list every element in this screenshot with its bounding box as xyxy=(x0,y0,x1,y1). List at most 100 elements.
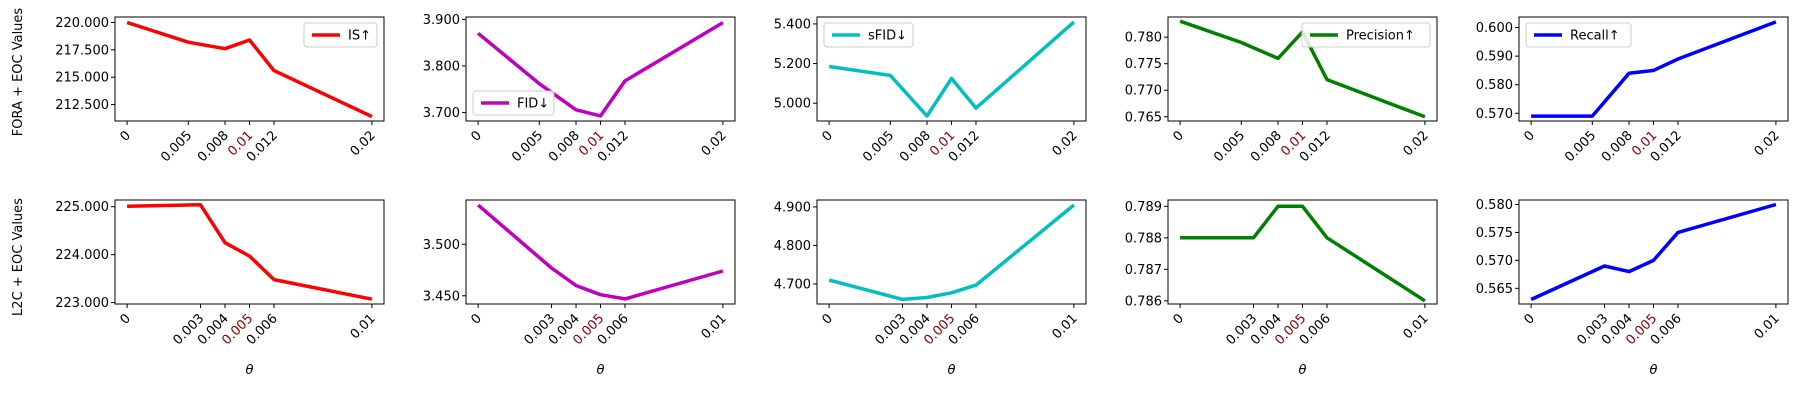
y-tick-label: 0.570 xyxy=(1476,254,1513,269)
y-tick-label: 0.575 xyxy=(1476,226,1513,241)
y-tick-label: 3.500 xyxy=(423,238,460,253)
x-tick-label: 0.02 xyxy=(1752,128,1783,159)
y-tick-label: 0.770 xyxy=(1125,84,1162,99)
x-tick-label: 0 xyxy=(1170,311,1186,327)
legend: Precision↑ xyxy=(1301,22,1431,48)
legend-box xyxy=(303,22,378,48)
series-line-recall xyxy=(1531,20,1777,118)
y-tick-label: 5.400 xyxy=(774,17,811,32)
row-label-l2c-eoc: L2C + EOC Values xyxy=(11,198,26,316)
x-tick-label: 0.02 xyxy=(348,128,379,159)
y-tick-label: 0.580 xyxy=(1476,198,1513,213)
x-tick-label: 0.005 xyxy=(1562,128,1599,165)
x-tick-label: 0 xyxy=(117,128,133,144)
legend: FID↓ xyxy=(472,90,555,116)
legend: Recall↑ xyxy=(1525,22,1632,48)
y-tick-label: 4.700 xyxy=(774,277,811,292)
series-line-fid xyxy=(476,21,724,118)
series-line-precision xyxy=(1179,19,1426,119)
x-tick-label: 0.005 xyxy=(1211,128,1248,165)
y-tick-label: 4.800 xyxy=(774,239,811,254)
x-tick-label: 0.01 xyxy=(1050,311,1081,342)
y-tick-label: 3.700 xyxy=(423,106,460,121)
y-tick-label: 215.000 xyxy=(55,71,109,86)
axes-frame xyxy=(816,199,1087,305)
legend-label: Precision↑ xyxy=(1346,29,1415,44)
x-tick-label: 0.02 xyxy=(1401,128,1432,159)
y-tick-label: 223.000 xyxy=(55,296,109,311)
legend-label: Recall↑ xyxy=(1570,29,1620,44)
x-tick-label: 0 xyxy=(1521,128,1537,144)
x-tick-label: 0.005 xyxy=(509,128,546,165)
y-tick-label: 3.900 xyxy=(423,13,460,28)
x-tick-label: 0 xyxy=(117,311,133,327)
y-tick-label: 0.590 xyxy=(1476,50,1513,65)
y-tick-label: 212.500 xyxy=(55,98,109,113)
y-tick-label: 0.565 xyxy=(1476,282,1513,297)
y-tick-label: 0.570 xyxy=(1476,107,1513,122)
legend-box xyxy=(1525,22,1632,48)
legend-box xyxy=(472,90,555,116)
y-tick-label: 4.900 xyxy=(774,200,811,215)
x-axis-label: θ xyxy=(1299,363,1307,378)
x-tick-label: 0 xyxy=(819,128,835,144)
x-tick-label: 0.01 xyxy=(1401,311,1432,342)
legend: IS↑ xyxy=(303,22,378,48)
legend-label: IS↑ xyxy=(348,29,371,44)
y-tick-label: 0.789 xyxy=(1125,200,1162,215)
y-tick-label: 0.600 xyxy=(1476,21,1513,36)
legend-label: FID↓ xyxy=(517,97,549,112)
x-tick-label: 0.005 xyxy=(158,128,195,165)
x-axis-label: θ xyxy=(948,363,956,378)
y-tick-label: 3.450 xyxy=(423,289,460,304)
y-tick-label: 0.788 xyxy=(1125,231,1162,246)
series-line-is xyxy=(126,20,373,119)
axes-frame xyxy=(465,199,736,305)
x-tick-label: 0.01 xyxy=(699,311,730,342)
x-tick-label: 0.01 xyxy=(348,311,379,342)
x-tick-label: 0.005 xyxy=(860,128,897,165)
legend: sFID↓ xyxy=(823,22,914,48)
series-line-fid xyxy=(476,203,724,301)
axes-frame xyxy=(1167,199,1438,305)
axes-frame xyxy=(1518,199,1789,305)
series-line-sfid xyxy=(828,20,1076,118)
series-line-sfid xyxy=(828,203,1076,302)
x-axis-label: θ xyxy=(246,363,254,378)
legend-label: sFID↓ xyxy=(868,29,907,44)
y-tick-label: 0.775 xyxy=(1125,57,1162,72)
y-tick-label: 0.765 xyxy=(1125,110,1162,125)
y-tick-label: 225.000 xyxy=(55,200,109,215)
legend-box xyxy=(1301,22,1431,48)
x-tick-label: 0.02 xyxy=(699,128,730,159)
y-tick-label: 217.500 xyxy=(55,43,109,58)
x-tick-label: 0 xyxy=(468,128,484,144)
series-line-is xyxy=(127,203,373,301)
y-tick-label: 0.780 xyxy=(1125,31,1162,46)
y-tick-label: 5.200 xyxy=(774,57,811,72)
legend-box xyxy=(823,22,914,48)
x-axis-label: θ xyxy=(597,363,605,378)
x-tick-label: 0 xyxy=(819,311,835,327)
series-line-precision xyxy=(1180,204,1426,303)
row-label-fora-eoc: FORA + EOC Values xyxy=(11,8,26,137)
y-tick-label: 0.787 xyxy=(1125,263,1162,278)
y-tick-label: 0.786 xyxy=(1125,294,1162,309)
y-tick-label: 5.000 xyxy=(774,97,811,112)
x-tick-label: 0 xyxy=(468,311,484,327)
x-axis-label: θ xyxy=(1650,363,1658,378)
x-tick-label: 0.01 xyxy=(1752,311,1783,342)
axes-frame xyxy=(114,199,385,305)
x-tick-label: 0 xyxy=(1521,311,1537,327)
x-tick-label: 0.02 xyxy=(1050,128,1081,159)
